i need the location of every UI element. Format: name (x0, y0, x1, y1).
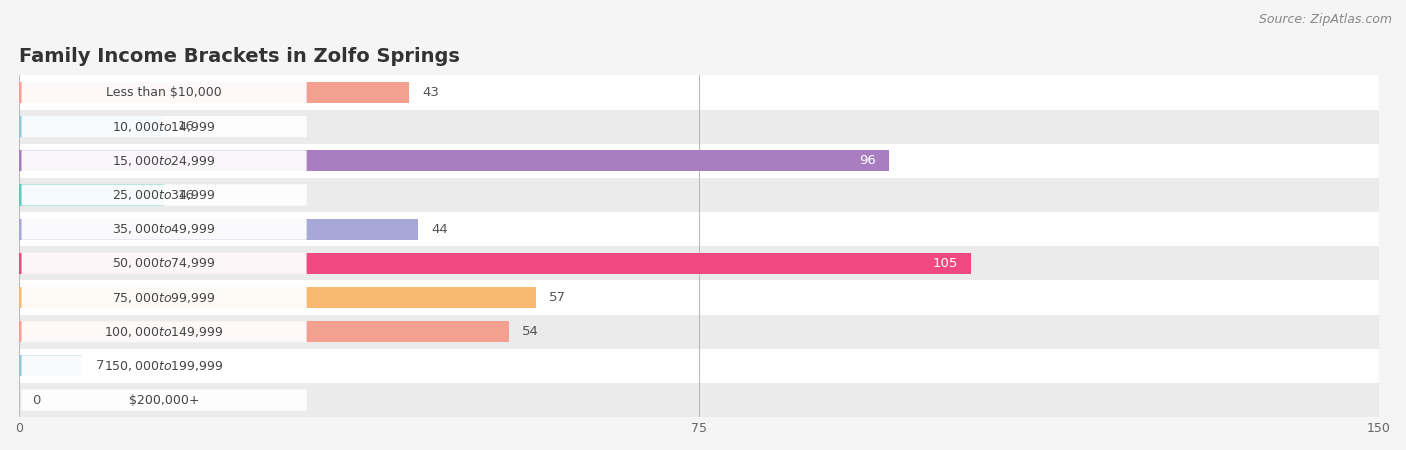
Text: $25,000 to $34,999: $25,000 to $34,999 (112, 188, 217, 202)
Text: 44: 44 (432, 223, 449, 236)
Bar (20, 150, 890, 171)
FancyBboxPatch shape (21, 116, 307, 137)
Text: $50,000 to $74,999: $50,000 to $74,999 (112, 256, 217, 270)
FancyBboxPatch shape (21, 389, 307, 411)
FancyBboxPatch shape (21, 356, 307, 377)
FancyBboxPatch shape (21, 321, 307, 342)
Bar (20, 383, 1379, 417)
Bar (20, 349, 1379, 383)
Bar (20, 184, 165, 206)
Bar (20, 356, 83, 377)
Text: 54: 54 (522, 325, 538, 338)
Text: Family Income Brackets in Zolfo Springs: Family Income Brackets in Zolfo Springs (20, 46, 460, 66)
Bar (20, 82, 409, 103)
Text: 0: 0 (32, 394, 41, 406)
Text: $150,000 to $199,999: $150,000 to $199,999 (104, 359, 224, 373)
Text: 57: 57 (550, 291, 567, 304)
Text: 16: 16 (177, 189, 194, 202)
Bar (20, 246, 1379, 280)
Text: 43: 43 (422, 86, 439, 99)
Text: Less than $10,000: Less than $10,000 (107, 86, 222, 99)
Text: 105: 105 (932, 257, 957, 270)
Bar (20, 321, 509, 342)
Bar (20, 144, 1379, 178)
Bar (20, 219, 418, 240)
Bar (20, 287, 536, 308)
FancyBboxPatch shape (21, 287, 307, 308)
Text: 96: 96 (859, 154, 876, 167)
FancyBboxPatch shape (21, 219, 307, 240)
FancyBboxPatch shape (21, 150, 307, 171)
Text: $10,000 to $14,999: $10,000 to $14,999 (112, 120, 217, 134)
Bar (20, 116, 165, 137)
Bar (20, 76, 1379, 109)
Bar (20, 280, 1379, 315)
Text: 16: 16 (177, 120, 194, 133)
Text: $35,000 to $49,999: $35,000 to $49,999 (112, 222, 217, 236)
Text: 7: 7 (96, 360, 104, 373)
Text: $200,000+: $200,000+ (129, 394, 200, 406)
FancyBboxPatch shape (21, 82, 307, 103)
Bar (20, 212, 1379, 246)
Bar (20, 109, 1379, 144)
Bar (20, 178, 1379, 212)
FancyBboxPatch shape (21, 253, 307, 274)
Text: Source: ZipAtlas.com: Source: ZipAtlas.com (1258, 14, 1392, 27)
Text: $75,000 to $99,999: $75,000 to $99,999 (112, 291, 217, 305)
Text: $15,000 to $24,999: $15,000 to $24,999 (112, 154, 217, 168)
Bar (20, 253, 972, 274)
FancyBboxPatch shape (21, 184, 307, 206)
Bar (20, 315, 1379, 349)
Text: $100,000 to $149,999: $100,000 to $149,999 (104, 325, 224, 339)
